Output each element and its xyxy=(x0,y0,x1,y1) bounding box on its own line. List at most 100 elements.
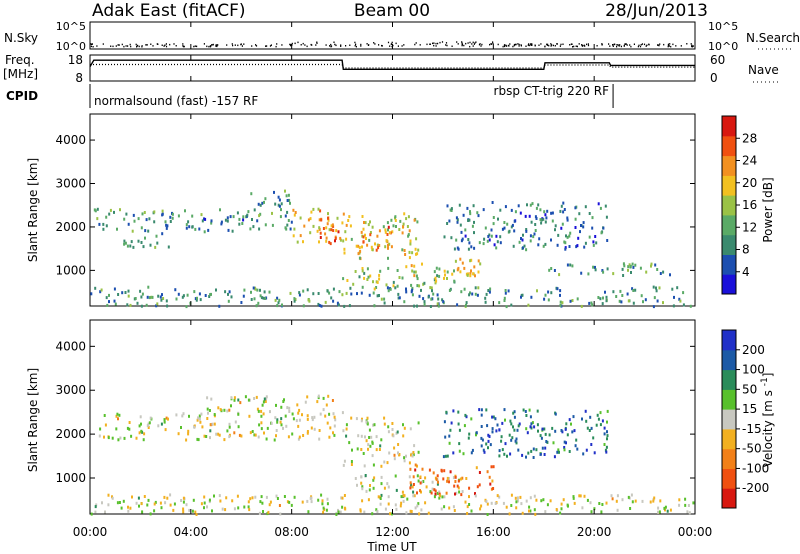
range-cell xyxy=(276,296,279,300)
range-cell xyxy=(469,259,472,263)
range-cell xyxy=(413,444,416,448)
range-cell xyxy=(658,286,661,290)
colorbar-segment xyxy=(722,155,736,176)
range-cell xyxy=(499,235,502,239)
range-cell xyxy=(395,225,397,228)
range-cell xyxy=(432,292,435,296)
range-cell xyxy=(487,439,490,443)
range-cell xyxy=(322,408,325,412)
range-cell xyxy=(556,243,559,247)
range-cell xyxy=(293,297,296,301)
nave-line xyxy=(90,63,695,69)
range-cell xyxy=(259,203,262,207)
range-cell xyxy=(161,293,163,297)
range-cell xyxy=(461,490,464,493)
colorbar-tick-label: 8 xyxy=(742,243,750,257)
range-cell xyxy=(90,512,93,516)
range-cell xyxy=(182,412,185,416)
range-cell xyxy=(601,302,604,306)
range-cell xyxy=(628,263,631,267)
x-tick-label: 00:00 xyxy=(678,525,713,539)
range-cell xyxy=(630,493,633,497)
range-cell xyxy=(378,244,381,247)
range-cell xyxy=(203,230,206,234)
range-cell xyxy=(362,227,365,231)
range-cell xyxy=(458,442,461,446)
range-cell xyxy=(123,239,126,243)
nsky-mark xyxy=(544,45,546,48)
nsky-mark xyxy=(492,42,494,45)
range-cell xyxy=(448,219,451,223)
range-cell xyxy=(358,256,361,260)
range-cell xyxy=(140,226,143,230)
range-cell xyxy=(492,222,495,226)
range-cell xyxy=(146,503,149,507)
range-cell xyxy=(434,276,437,280)
colorbar-segment xyxy=(722,448,736,469)
range-cell xyxy=(177,292,180,296)
colorbar-tick-label: -100 xyxy=(742,461,769,475)
range-cell xyxy=(320,218,323,222)
range-cell xyxy=(210,292,212,296)
range-cell xyxy=(310,500,313,504)
nsky-mark xyxy=(451,45,453,47)
range-cell xyxy=(379,497,382,500)
range-cell xyxy=(198,417,201,421)
nsky-mark xyxy=(626,44,628,46)
colorbar-segment xyxy=(722,488,736,509)
range-cell xyxy=(516,499,519,503)
nsky-mark xyxy=(401,45,403,47)
range-cell xyxy=(503,296,506,300)
range-cell xyxy=(543,453,546,456)
range-cell xyxy=(161,232,164,236)
range-cell xyxy=(260,409,263,413)
nsky-mark xyxy=(203,43,205,45)
range-cell xyxy=(206,407,209,411)
range-cell xyxy=(529,239,532,243)
range-cell xyxy=(510,225,513,229)
range-cell xyxy=(411,454,414,458)
range-cell xyxy=(490,234,493,238)
range-cell xyxy=(329,242,332,246)
range-cell xyxy=(388,231,391,235)
beam-title: Beam 00 xyxy=(354,1,430,21)
range-cell xyxy=(200,412,203,416)
range-cell xyxy=(310,426,313,430)
range-cell xyxy=(237,506,240,510)
range-cell xyxy=(331,399,334,402)
range-cell xyxy=(322,510,325,514)
range-cell xyxy=(285,424,288,428)
colorbar-segment xyxy=(722,195,736,216)
range-cell xyxy=(431,487,434,491)
range-cell xyxy=(228,422,231,426)
range-cell xyxy=(257,202,260,206)
range-cell xyxy=(584,205,587,209)
range-cell xyxy=(203,495,206,499)
range-cell xyxy=(198,292,201,296)
range-cell xyxy=(335,229,338,233)
range-cell xyxy=(568,245,571,248)
range-cell xyxy=(328,228,331,232)
range-cell xyxy=(455,491,458,495)
range-cell xyxy=(378,229,381,233)
nsky-mark xyxy=(432,42,434,45)
range-cell xyxy=(301,500,304,504)
range-cell xyxy=(127,294,130,298)
range-cell xyxy=(403,456,406,460)
nsky-mark xyxy=(619,44,621,46)
range-cell xyxy=(580,224,582,227)
range-cell xyxy=(328,291,331,295)
nsky-mark xyxy=(587,43,589,45)
range-cell xyxy=(533,494,536,498)
range-cell xyxy=(438,492,441,496)
range-cell xyxy=(191,214,194,218)
range-cell xyxy=(467,219,470,222)
range-cell xyxy=(325,239,328,243)
nsky-mark xyxy=(528,43,530,45)
nsky-mark xyxy=(169,43,171,46)
nsky-mark xyxy=(446,44,448,47)
range-cell xyxy=(319,236,322,239)
y-tick-label: 4000 xyxy=(55,339,86,353)
